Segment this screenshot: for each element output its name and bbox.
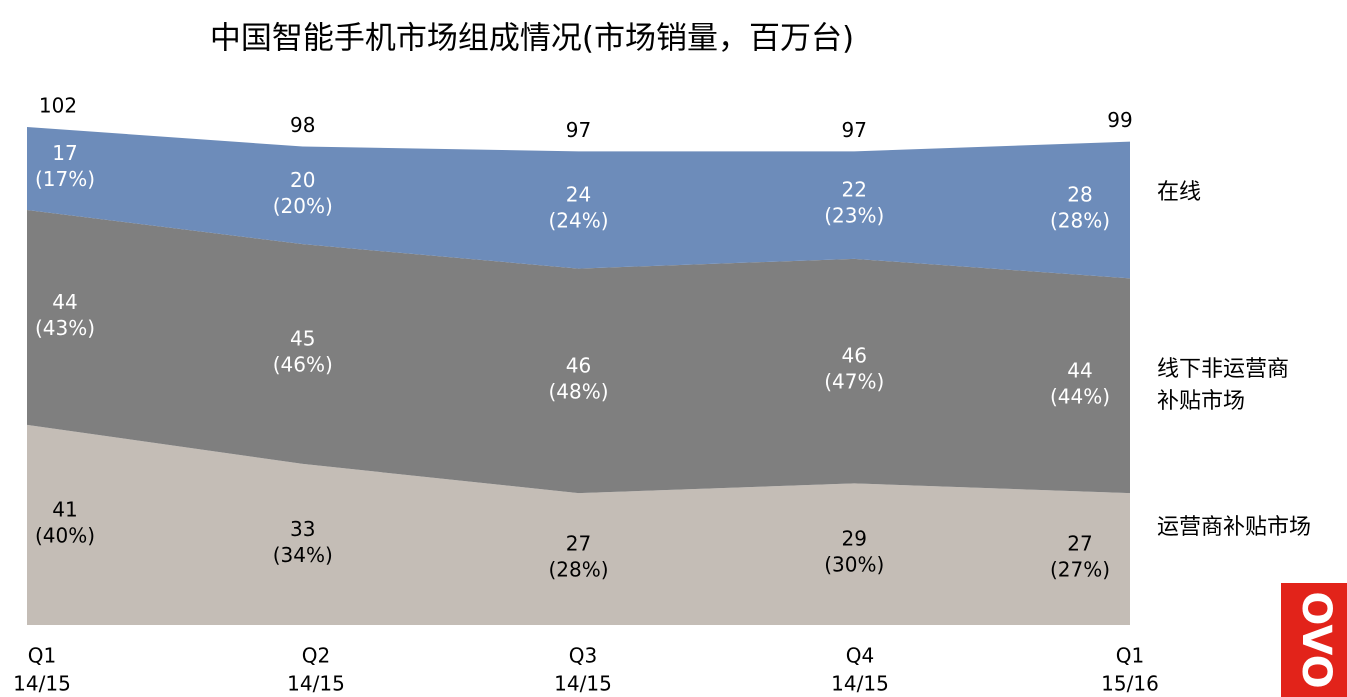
data-label: 27 [1067, 532, 1092, 556]
share-label: (27%) [1050, 558, 1110, 582]
share-label: (23%) [824, 204, 884, 228]
data-label: 24 [566, 183, 591, 207]
share-label: (24%) [548, 209, 608, 233]
data-label: 29 [842, 527, 867, 551]
total-label: 98 [290, 113, 315, 137]
logo-box [1281, 583, 1347, 697]
area [27, 424, 1130, 625]
area [27, 127, 1130, 279]
share-label: (20%) [273, 194, 333, 218]
data-label: 33 [290, 517, 315, 541]
share-label: (47%) [824, 370, 884, 394]
logo: OVO [1293, 591, 1339, 688]
share-label: (17%) [35, 167, 95, 191]
share-label: (43%) [35, 316, 95, 340]
total-label: 102 [39, 94, 77, 118]
data-label: 41 [52, 497, 77, 521]
share-label: (28%) [1050, 209, 1110, 233]
x-tick-label: 15/16 [1101, 672, 1159, 696]
data-label: 27 [566, 532, 591, 556]
share-label: (34%) [273, 543, 333, 567]
total-label: 97 [842, 118, 867, 142]
data-label: 44 [1067, 358, 1092, 382]
x-tick-label: Q1 [1116, 644, 1144, 668]
share-label: (30%) [824, 553, 884, 577]
legend-entry: 线下非运营商补贴市场 [1157, 356, 1290, 414]
share-label: (48%) [548, 379, 608, 403]
data-label: 45 [290, 327, 315, 351]
share-label: (28%) [548, 558, 608, 582]
total-label: 97 [566, 118, 591, 142]
x-tick-label: Q3 [569, 644, 597, 668]
legend-entry: 运营商补贴市场 [1157, 515, 1312, 541]
data-label: 44 [52, 290, 77, 314]
x-tick-label: 14/15 [831, 672, 889, 696]
data-label: 46 [842, 344, 867, 368]
chart-title: 中国智能手机市场组成情况(市场销量，百万台) [210, 21, 854, 57]
share-label: (40%) [35, 523, 95, 547]
legend-entry: 在线 [1157, 180, 1202, 205]
data-label: 28 [1067, 183, 1092, 207]
data-label: 20 [290, 168, 315, 192]
x-tick-label: 14/15 [13, 672, 71, 696]
data-label: 22 [842, 178, 867, 202]
data-label: 17 [52, 141, 77, 165]
x-tick-label: 14/15 [287, 672, 345, 696]
total-label: 99 [1107, 108, 1132, 132]
data-label: 46 [566, 353, 591, 377]
x-tick-label: Q4 [846, 644, 874, 668]
share-label: (44%) [1050, 384, 1110, 408]
area [27, 210, 1130, 494]
x-tick-label: 14/15 [554, 672, 612, 696]
share-label: (46%) [273, 353, 333, 377]
x-tick-label: Q2 [302, 644, 330, 668]
x-tick-label: Q1 [28, 644, 56, 668]
